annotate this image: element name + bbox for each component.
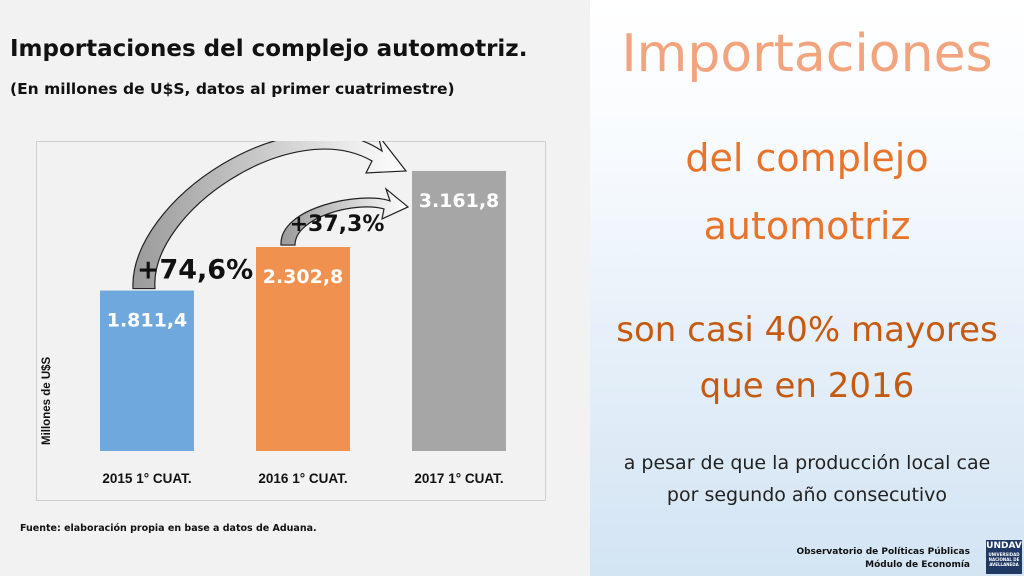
headline-line-5: que en 2016 <box>699 366 915 406</box>
note-line-1: a pesar de que la producción local cae <box>623 452 991 474</box>
growth-arrows <box>132 141 410 290</box>
observatory-credit: Observatorio de Políticas Públicas Módul… <box>796 546 970 572</box>
undav-logo: UNDAV UNIVERSIDAD NACIONAL DE AVELLANEDA <box>986 540 1022 574</box>
bar-value-label-2: 2.302,8 <box>263 266 344 288</box>
category-label-3: 2017 1° CUAT. <box>414 471 503 486</box>
note-line-2: por segundo año consecutivo <box>666 484 948 506</box>
bar-1 <box>100 290 194 451</box>
category-label-2: 2016 1° CUAT. <box>258 471 347 486</box>
right-panel: Importaciones del complejo automotriz so… <box>590 0 1024 576</box>
y-axis-label: Millones de U$S <box>41 356 53 445</box>
bar-value-label-3: 3.161,8 <box>419 190 500 212</box>
labels-group: 1.811,4 2015 1° CUAT. 2.302,8 2016 1° CUAT.… <box>41 190 504 486</box>
bar-3 <box>412 170 506 451</box>
left-panel: Importaciones del complejo automotriz. (… <box>10 36 546 534</box>
growth-label-37: +37,3% <box>290 212 385 237</box>
arrow-2015-to-2017 <box>132 141 408 290</box>
growth-label-74: +74,6% <box>137 255 253 286</box>
bar-value-label-1: 1.811,4 <box>107 310 188 332</box>
headline-line-3: automotriz <box>703 204 911 248</box>
bar-chart: 1.811,4 2015 1° CUAT. 2.302,8 2016 1° CUAT.… <box>41 141 506 486</box>
arrow-2016-to-2017 <box>280 187 410 246</box>
observatory-name: Observatorio de Políticas Públicas <box>796 547 970 557</box>
bars-group <box>100 170 506 451</box>
page-subtitle: (En millones de U$S, datos al primer cua… <box>10 80 455 98</box>
bar-2 <box>256 247 350 451</box>
logo-subtext: UNIVERSIDAD NACIONAL DE AVELLANEDA <box>988 552 1020 567</box>
page-title: Importaciones del complejo automotriz. <box>10 36 528 62</box>
headline-line-1: Importaciones <box>621 24 993 84</box>
module-name: Módulo de Economía <box>865 560 970 570</box>
source-note: Fuente: elaboración propia en base a dat… <box>20 523 317 534</box>
headline-line-4: son casi 40% mayores <box>616 310 998 350</box>
logo-text: UNDAV <box>986 541 1022 551</box>
category-label-1: 2015 1° CUAT. <box>102 471 191 486</box>
headline-line-2: del complejo <box>685 136 929 180</box>
